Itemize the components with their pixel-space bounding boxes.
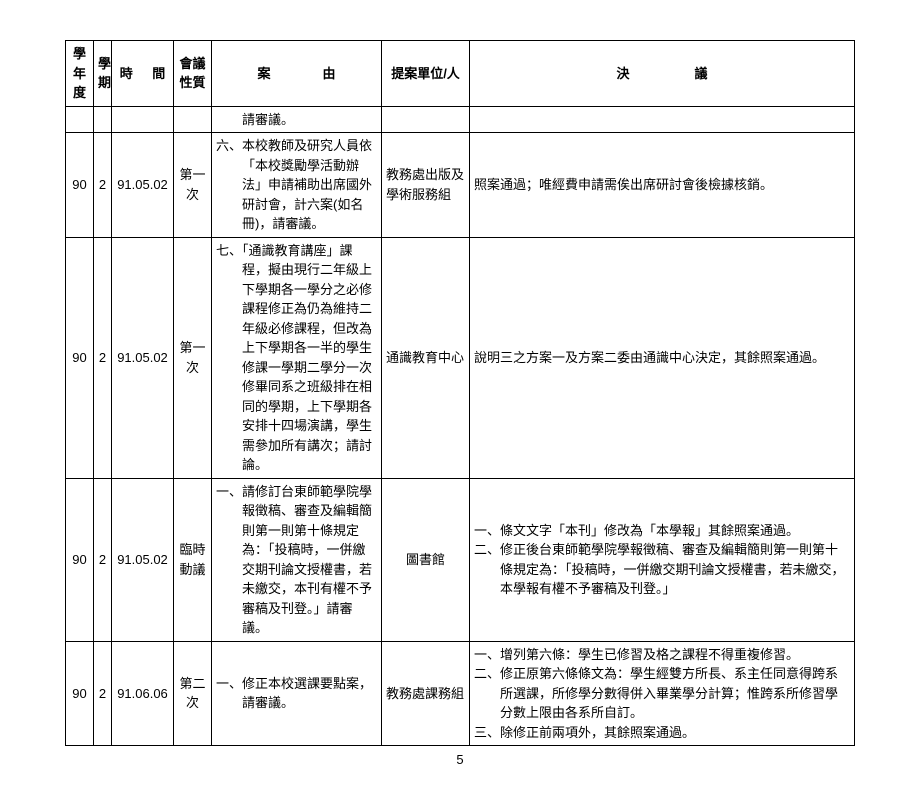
cell-resolution: 照案通過；唯經費申請需俟出席研討會後檢據核銷。 bbox=[470, 133, 855, 238]
cell-case: 請審議。 bbox=[212, 106, 382, 133]
cell-year: 90 bbox=[66, 133, 94, 238]
cell-nature: 第二次 bbox=[174, 641, 212, 746]
header-unit: 提案單位/人 bbox=[382, 41, 470, 107]
header-time: 時間 bbox=[112, 41, 174, 107]
cell-year bbox=[66, 106, 94, 133]
cell-case: 一、請修訂台東師範學院學報徵稿、審查及編輯簡則第一則第十條規定為：「投稿時，一併… bbox=[212, 478, 382, 641]
table-header-row: 學年度 學期 時間 會議性質 案 由 提案單位/人 決 議 bbox=[66, 41, 855, 107]
table-row: 請審議。 bbox=[66, 106, 855, 133]
cell-time: 91.06.06 bbox=[112, 641, 174, 746]
header-year: 學年度 bbox=[66, 41, 94, 107]
cell-nature bbox=[174, 106, 212, 133]
cell-unit: 教務處出版及學術服務組 bbox=[382, 133, 470, 238]
header-term: 學期 bbox=[94, 41, 112, 107]
cell-time bbox=[112, 106, 174, 133]
cell-nature: 第一次 bbox=[174, 237, 212, 478]
table-row: 90 2 91.05.02 第一次 七、「通識教育講座」課程，擬由現行二年級上下… bbox=[66, 237, 855, 478]
meeting-records-table: 學年度 學期 時間 會議性質 案 由 提案單位/人 決 議 請審議。 90 2 … bbox=[65, 40, 855, 746]
cell-case: 六、本校教師及研究人員依「本校獎勵學活動辦法」申請補助出席國外研討會，計六案(如… bbox=[212, 133, 382, 238]
cell-term: 2 bbox=[94, 478, 112, 641]
cell-nature: 第一次 bbox=[174, 133, 212, 238]
cell-unit bbox=[382, 106, 470, 133]
cell-term: 2 bbox=[94, 237, 112, 478]
cell-unit: 圖書館 bbox=[382, 478, 470, 641]
cell-case: 七、「通識教育講座」課程，擬由現行二年級上下學期各一學分之必修課程修正為仍為維持… bbox=[212, 237, 382, 478]
header-case: 案 由 bbox=[212, 41, 382, 107]
cell-unit: 通識教育中心 bbox=[382, 237, 470, 478]
page-number: 5 bbox=[65, 752, 855, 767]
cell-time: 91.05.02 bbox=[112, 133, 174, 238]
cell-time: 91.05.02 bbox=[112, 237, 174, 478]
cell-term: 2 bbox=[94, 641, 112, 746]
cell-resolution: 說明三之方案一及方案二委由通識中心決定，其餘照案通過。 bbox=[470, 237, 855, 478]
table-row: 90 2 91.05.02 第一次 六、本校教師及研究人員依「本校獎勵學活動辦法… bbox=[66, 133, 855, 238]
table-row: 90 2 91.05.02 臨時動議 一、請修訂台東師範學院學報徵稿、審查及編輯… bbox=[66, 478, 855, 641]
cell-year: 90 bbox=[66, 478, 94, 641]
cell-year: 90 bbox=[66, 237, 94, 478]
cell-time: 91.05.02 bbox=[112, 478, 174, 641]
cell-nature: 臨時動議 bbox=[174, 478, 212, 641]
cell-year: 90 bbox=[66, 641, 94, 746]
cell-term bbox=[94, 106, 112, 133]
cell-resolution: 一、條文文字「本刊」修改為「本學報」其餘照案通過。 二、修正後台東師範學院學報徵… bbox=[470, 478, 855, 641]
cell-unit: 教務處課務組 bbox=[382, 641, 470, 746]
header-nature: 會議性質 bbox=[174, 41, 212, 107]
cell-case: 一、修正本校選課要點案，請審議。 bbox=[212, 641, 382, 746]
header-resolution: 決 議 bbox=[470, 41, 855, 107]
table-row: 90 2 91.06.06 第二次 一、修正本校選課要點案，請審議。 教務處課務… bbox=[66, 641, 855, 746]
cell-resolution: 一、增列第六條：學生已修習及格之課程不得重複修習。 二、修正原第六條條文為：學生… bbox=[470, 641, 855, 746]
cell-resolution bbox=[470, 106, 855, 133]
cell-term: 2 bbox=[94, 133, 112, 238]
